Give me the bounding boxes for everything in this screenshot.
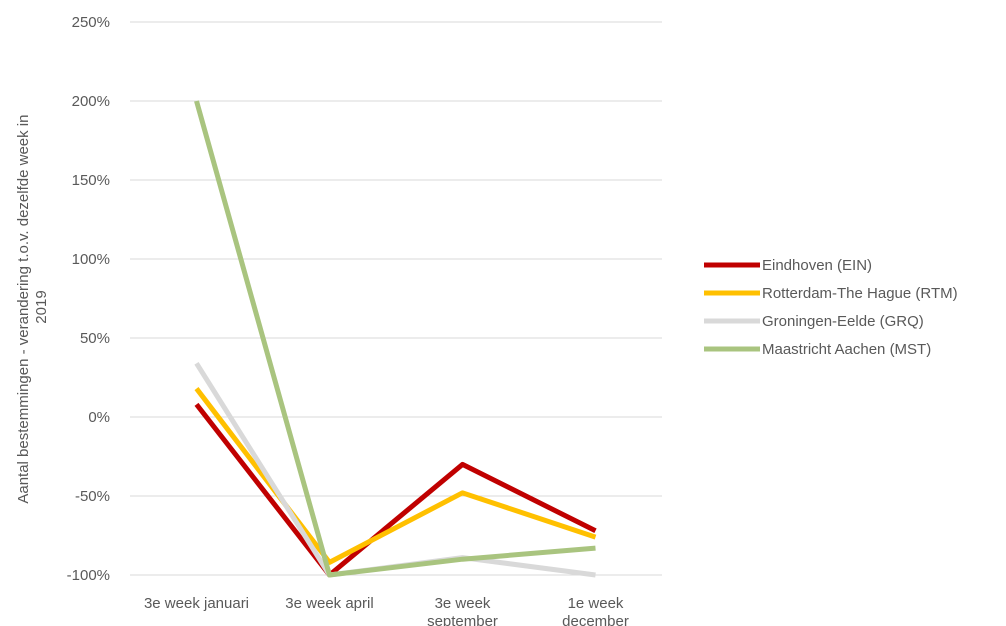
y-tick-label: 100% <box>72 251 110 268</box>
series-lines <box>194 100 597 578</box>
y-tick-label: 50% <box>80 330 110 347</box>
x-tick-labels: 3e week januari 3e week april 3e week septe… <box>144 595 629 626</box>
legend-label: Rotterdam-The Hague (RTM) <box>762 285 958 302</box>
y-axis-label-line-1: Aantal bestemmingen - verandering t.o.v.… <box>15 115 32 504</box>
y-tick-label: 250% <box>72 14 110 31</box>
y-axis-label-line-2: 2019 <box>33 290 50 323</box>
legend-label: Eindhoven (EIN) <box>762 257 872 274</box>
series-line-4 <box>194 100 596 578</box>
legend: Eindhoven (EIN) Rotterdam-The Hague (RTM)… <box>704 257 958 358</box>
gridlines <box>130 21 662 576</box>
y-tick-label: 0% <box>88 409 110 426</box>
legend-label: Groningen-Eelde (GRQ) <box>762 313 924 330</box>
x-tick-label: 3e week september <box>427 595 498 626</box>
legend-label: Maastricht Aachen (MST) <box>762 341 931 358</box>
y-tick-labels: -100% -50% 0% 50% 100% 150% 200% 250% <box>67 14 110 584</box>
y-axis-label: Aantal bestemmingen - verandering t.o.v.… <box>15 110 50 503</box>
y-tick-label: 200% <box>72 93 110 110</box>
x-tick-label: 3e week januari <box>144 595 249 612</box>
x-tick-label: 3e week april <box>285 595 373 612</box>
series-line-1 <box>194 402 597 578</box>
y-tick-label: -50% <box>75 488 110 505</box>
y-tick-label: 150% <box>72 172 110 189</box>
x-tick-label: 1e week december <box>562 595 629 626</box>
series-line-2 <box>194 387 597 565</box>
y-tick-label: -100% <box>67 567 110 584</box>
